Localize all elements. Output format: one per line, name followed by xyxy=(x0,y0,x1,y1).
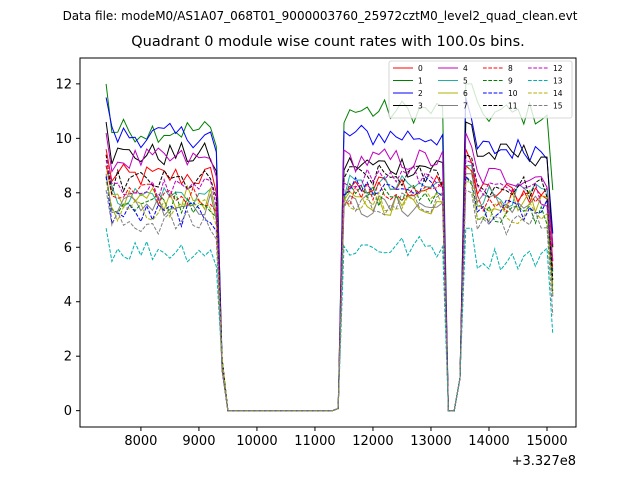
y-tick-label-12: 12 xyxy=(55,77,72,92)
x-tick-label-13000: 13000 xyxy=(410,434,451,449)
y-tick-label-2: 2 xyxy=(64,350,72,365)
legend-label-3: 3 xyxy=(418,102,423,111)
x-tick-label-15000: 15000 xyxy=(526,434,567,449)
plot-area xyxy=(80,58,576,427)
x-offset-label: +3.327e8 xyxy=(512,454,576,469)
x-tick-label-14000: 14000 xyxy=(468,434,509,449)
series-line-15 xyxy=(105,189,554,412)
y-tick-label-8: 8 xyxy=(64,186,72,201)
x-tick-label-9000: 9000 xyxy=(182,434,215,449)
legend-label-13: 13 xyxy=(553,77,563,86)
legend-label-5: 5 xyxy=(463,77,468,86)
legend-label-0: 0 xyxy=(418,64,423,73)
x-tick-label-10000: 10000 xyxy=(236,434,277,449)
legend-label-8: 8 xyxy=(508,64,513,73)
legend-label-14: 14 xyxy=(553,89,563,98)
y-tick-label-10: 10 xyxy=(55,132,72,147)
x-tick-label-8000: 8000 xyxy=(124,434,157,449)
legend-label-6: 6 xyxy=(463,89,468,98)
legend-label-1: 1 xyxy=(418,77,423,86)
series-group xyxy=(105,83,554,412)
legend-label-2: 2 xyxy=(418,89,423,98)
series-line-12 xyxy=(105,159,554,412)
y-tick-label-4: 4 xyxy=(64,295,72,310)
y-tick-label-0: 0 xyxy=(64,404,72,419)
legend-label-15: 15 xyxy=(553,102,563,111)
x-tick-label-12000: 12000 xyxy=(352,434,393,449)
legend-label-11: 11 xyxy=(508,102,518,111)
series-line-13 xyxy=(105,227,554,412)
plot-frame xyxy=(79,57,577,428)
x-tick-label-11000: 11000 xyxy=(294,434,335,449)
legend-box xyxy=(388,60,573,119)
legend-label-9: 9 xyxy=(508,77,513,86)
y-tick-label-6: 6 xyxy=(64,241,72,256)
suptitle: Data file: modeM0/AS1A07_068T01_90000037… xyxy=(62,9,578,23)
legend-label-12: 12 xyxy=(553,64,563,73)
chart-title: Quadrant 0 module wise count rates with … xyxy=(131,34,525,50)
legend-label-4: 4 xyxy=(463,64,468,73)
legend-label-10: 10 xyxy=(508,89,518,98)
legend-label-7: 7 xyxy=(463,102,468,111)
